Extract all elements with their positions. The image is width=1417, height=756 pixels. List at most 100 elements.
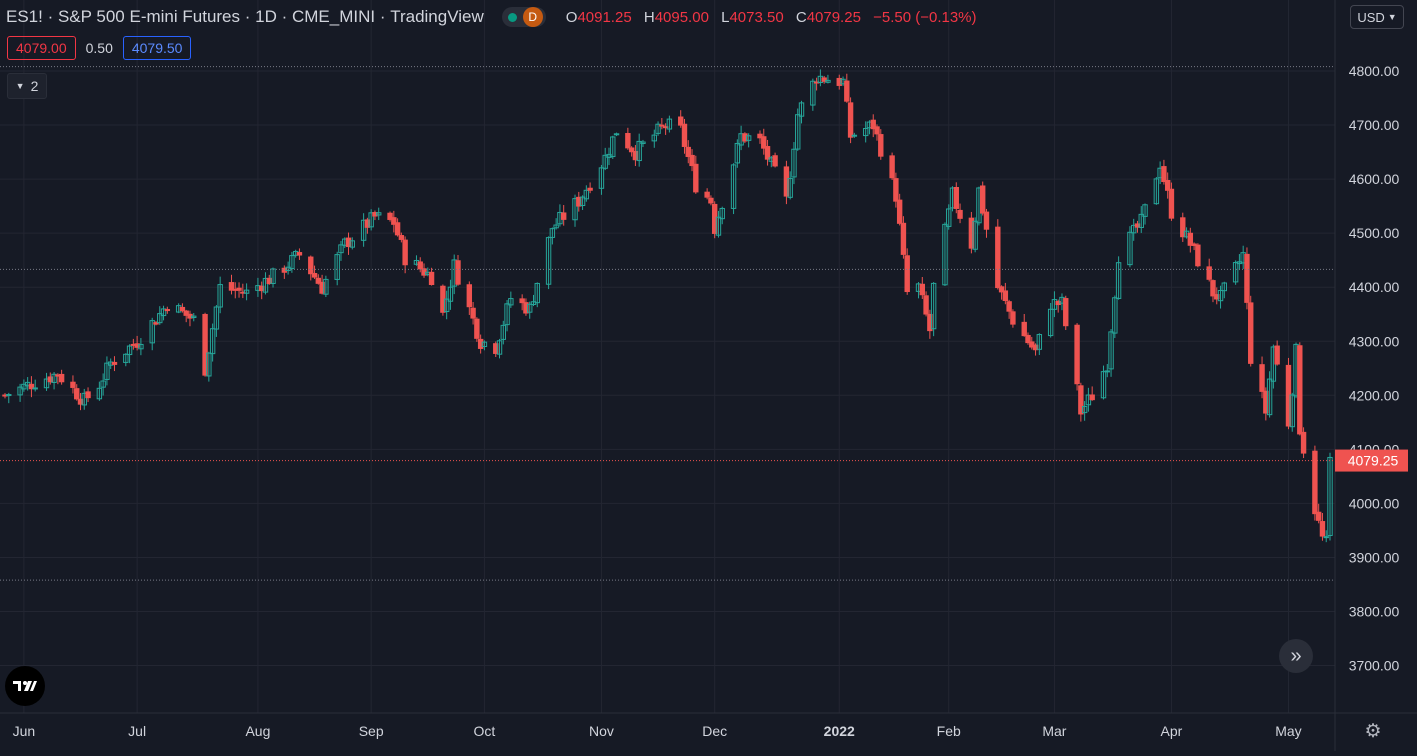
candle-up[interactable]: [123, 353, 129, 363]
candle-up[interactable]: [160, 308, 167, 317]
candle-up[interactable]: [500, 324, 506, 340]
candle-down[interactable]: [995, 226, 1001, 289]
candle-down[interactable]: [296, 252, 303, 256]
candle-up[interactable]: [795, 114, 801, 150]
interval-label[interactable]: 1D: [255, 7, 277, 26]
candle-up[interactable]: [43, 378, 50, 389]
candle-up[interactable]: [508, 298, 514, 306]
candle-up[interactable]: [349, 240, 355, 248]
candle-up[interactable]: [666, 118, 673, 130]
indicators-toggle-button[interactable]: ▼ 2: [7, 73, 47, 99]
candle-up[interactable]: [613, 133, 620, 136]
candle-down[interactable]: [1161, 166, 1167, 183]
candle-up[interactable]: [825, 79, 831, 83]
candle-down[interactable]: [477, 338, 484, 349]
candle-up[interactable]: [1108, 331, 1114, 370]
candle-down[interactable]: [1285, 364, 1292, 427]
candle-up[interactable]: [376, 212, 382, 216]
candle-up[interactable]: [545, 237, 552, 285]
candle-up[interactable]: [930, 282, 937, 330]
candle-up[interactable]: [1142, 204, 1148, 217]
candle-down[interactable]: [402, 239, 408, 266]
candle-down[interactable]: [1315, 511, 1322, 521]
candle-up[interactable]: [549, 228, 556, 238]
candle-up[interactable]: [527, 303, 533, 313]
candle-up[interactable]: [1221, 282, 1228, 292]
candle-down[interactable]: [764, 146, 771, 160]
candle-down[interactable]: [258, 285, 265, 292]
scroll-to-realtime-button[interactable]: »: [1279, 639, 1313, 673]
candle-down[interactable]: [1195, 244, 1201, 267]
candle-up[interactable]: [1217, 290, 1224, 302]
candle-up[interactable]: [791, 148, 797, 178]
candle-down[interactable]: [821, 77, 827, 82]
candle-down[interactable]: [693, 163, 699, 193]
candle-up[interactable]: [81, 392, 87, 406]
candle-down[interactable]: [77, 398, 84, 405]
candle-down[interactable]: [772, 155, 778, 167]
candle-down[interactable]: [1002, 290, 1009, 302]
candle-up[interactable]: [126, 345, 133, 356]
symbol-name[interactable]: S&P 500 E-mini Futures: [57, 7, 241, 26]
candle-up[interactable]: [289, 255, 295, 270]
candle-down[interactable]: [1259, 364, 1265, 392]
candle-down[interactable]: [923, 295, 929, 315]
candle-down[interactable]: [678, 116, 684, 126]
candles[interactable]: [2, 69, 1333, 543]
candle-down[interactable]: [708, 197, 714, 204]
candle-up[interactable]: [368, 212, 374, 228]
candle-down[interactable]: [1274, 345, 1280, 365]
candle-down[interactable]: [1010, 311, 1016, 325]
candle-down[interactable]: [85, 391, 91, 399]
candle-down[interactable]: [893, 178, 899, 202]
candle-down[interactable]: [560, 212, 567, 220]
candle-down[interactable]: [968, 217, 975, 249]
candle-down[interactable]: [455, 260, 461, 285]
candle-up[interactable]: [598, 167, 605, 189]
candle-up[interactable]: [104, 362, 110, 380]
candle-down[interactable]: [1187, 232, 1194, 246]
candle-down[interactable]: [1032, 344, 1039, 351]
candle-down[interactable]: [47, 376, 53, 383]
candle-down[interactable]: [428, 271, 435, 285]
ask-price-button[interactable]: 4079.50: [122, 36, 192, 60]
candle-up[interactable]: [745, 135, 752, 141]
candle-down[interactable]: [711, 203, 718, 234]
candle-up[interactable]: [1289, 394, 1295, 428]
candle-up[interactable]: [787, 177, 793, 198]
candle-down[interactable]: [659, 124, 665, 127]
candle-down[interactable]: [980, 185, 986, 214]
candle-down[interactable]: [983, 211, 990, 230]
candle-down[interactable]: [58, 373, 65, 383]
candle-up[interactable]: [734, 142, 741, 164]
candle-down[interactable]: [315, 277, 322, 284]
candle-down[interactable]: [1297, 345, 1303, 435]
candle-up[interactable]: [579, 196, 586, 207]
delayed-data-badge[interactable]: D: [522, 7, 543, 27]
candle-down[interactable]: [474, 318, 480, 339]
candle-up[interactable]: [640, 141, 646, 145]
candle-up[interactable]: [1104, 370, 1110, 373]
currency-selector[interactable]: USD ▼: [1350, 5, 1404, 29]
source-label[interactable]: TradingView: [390, 7, 484, 26]
candle-up[interactable]: [798, 102, 805, 117]
candle-up[interactable]: [213, 306, 220, 330]
candle-down[interactable]: [319, 281, 325, 294]
exchange-label[interactable]: CME_MINI: [291, 7, 376, 26]
candle-up[interactable]: [810, 80, 816, 106]
candle-down[interactable]: [681, 123, 688, 147]
candle-down[interactable]: [1300, 431, 1307, 454]
symbol-ticker[interactable]: ES1!: [6, 7, 43, 26]
candle-up[interactable]: [6, 394, 12, 397]
candle-down[interactable]: [757, 133, 763, 139]
candle-up[interactable]: [157, 313, 163, 324]
candle-down[interactable]: [919, 283, 926, 296]
candle-up[interactable]: [149, 320, 155, 344]
gear-icon[interactable]: ⚙: [1364, 720, 1382, 742]
candle-up[interactable]: [21, 383, 27, 390]
candle-down[interactable]: [1168, 188, 1175, 219]
candle-down[interactable]: [153, 322, 159, 325]
candle-up[interactable]: [51, 373, 57, 383]
candle-down[interactable]: [493, 343, 499, 354]
candle-up[interactable]: [534, 282, 540, 304]
